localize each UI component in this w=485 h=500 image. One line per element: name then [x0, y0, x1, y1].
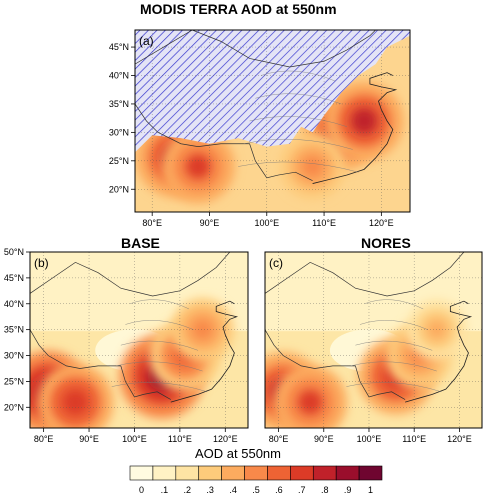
y-tick-label: 50°N [4, 247, 24, 257]
colorbar-tick-label: .4 [229, 485, 237, 495]
aod-hotspot-core [192, 319, 214, 341]
y-tick-label: 20°N [4, 402, 24, 412]
y-tick-label: 40°N [4, 299, 24, 309]
x-tick-label: 100°E [357, 434, 382, 444]
panel-c-map [265, 252, 482, 428]
x-tick-label: 120°E [369, 218, 394, 228]
province-line [350, 361, 437, 372]
colorbar-title: AOD at 550nm [195, 446, 281, 461]
colorbar-swatch [267, 465, 291, 481]
province-line [116, 361, 203, 372]
colorbar-tick-label: .7 [298, 485, 306, 495]
y-tick-label: 45°N [109, 42, 129, 52]
country-border [265, 329, 406, 400]
x-tick-label: 110°E [168, 434, 192, 444]
colorbar-swatch [290, 465, 314, 481]
province-line [238, 161, 359, 173]
aod-hotspot-core [301, 155, 324, 178]
colorbar-swatch [244, 465, 268, 481]
aod-hotspot-core [297, 389, 323, 415]
province-line [249, 116, 348, 127]
panel-a-map [135, 30, 410, 212]
colorbar-tick-label: .5 [252, 485, 260, 495]
x-tick-label: 100°E [122, 434, 147, 444]
coastline [405, 300, 473, 403]
province-line [129, 299, 190, 310]
colorbar-tick-label: .1 [161, 485, 169, 495]
panel-frame [134, 29, 411, 213]
panel-c-title: NORES [361, 235, 411, 251]
colorbar-swatch [335, 465, 360, 481]
x-tick-label: 90°E [79, 434, 99, 444]
y-tick-label: 25°N [4, 376, 24, 386]
y-tick-label: 45°N [4, 273, 24, 283]
panel-label: (c) [269, 256, 283, 270]
colorbar-swatch [152, 465, 177, 481]
panel-b-title: BASE [121, 235, 160, 251]
province-line [255, 93, 342, 105]
aod-hotspot-core [350, 107, 378, 135]
y-tick-label: 35°N [4, 325, 24, 335]
colorbar-swatch [312, 465, 337, 481]
y-tick-label: 20°N [109, 184, 129, 194]
colorbar-swatch [175, 465, 200, 481]
x-tick-label: 90°E [200, 218, 220, 228]
colorbar-tick-label: 0 [139, 485, 144, 495]
country-border [30, 252, 231, 297]
x-tick-label: 120°E [213, 434, 238, 444]
colorbar-swatch [129, 465, 154, 481]
province-line [359, 320, 428, 330]
panel-frame [264, 251, 483, 429]
country-border [265, 252, 465, 297]
panel-label: (b) [34, 256, 49, 270]
country-border [135, 30, 377, 68]
aod-hotspot-core [185, 154, 211, 179]
x-tick-label: 110°E [402, 434, 426, 444]
aod-hotspot-core [62, 389, 89, 415]
x-tick-label: 90°E [314, 434, 334, 444]
missing-data-hatch [135, 30, 410, 153]
colorbar-tick-label: .8 [321, 485, 329, 495]
colorbar-tick-label: .6 [275, 485, 283, 495]
y-tick-label: 25°N [109, 156, 129, 166]
colorbar-swatch [358, 465, 383, 481]
province-line [355, 340, 433, 351]
x-tick-label: 120°E [447, 434, 472, 444]
colorbar-tick-label: .3 [206, 485, 214, 495]
colorbar-swatch [198, 465, 222, 481]
x-tick-label: 110°E [312, 218, 336, 228]
panel-frame [29, 251, 249, 429]
y-tick-label: 30°N [4, 351, 24, 361]
x-tick-label: 80°E [34, 434, 54, 444]
colorbar-tick-label: .2 [184, 485, 192, 495]
province-line [125, 320, 194, 330]
panel-b-map [30, 252, 248, 428]
y-tick-label: 35°N [109, 99, 129, 109]
province-line [364, 299, 424, 310]
country-border [30, 329, 171, 400]
colorbar-tick-label: 1 [368, 485, 373, 495]
province-line [111, 382, 208, 392]
x-tick-label: 100°E [254, 218, 279, 228]
colorbar-tick-label: .9 [344, 485, 352, 495]
province-line [243, 139, 353, 150]
panel-label: (a) [139, 34, 154, 48]
province-line [120, 340, 199, 351]
province-line [346, 382, 442, 392]
colorbar-swatch [221, 465, 245, 481]
y-tick-label: 40°N [109, 71, 129, 81]
x-tick-label: 80°E [142, 218, 162, 228]
y-tick-label: 30°N [109, 127, 129, 137]
x-tick-label: 80°E [269, 434, 289, 444]
coastline [170, 300, 239, 403]
panel-a-title: MODIS TERRA AOD at 550nm [140, 1, 337, 17]
country-border [135, 103, 313, 182]
province-line [260, 70, 336, 82]
coastline [312, 72, 398, 184]
